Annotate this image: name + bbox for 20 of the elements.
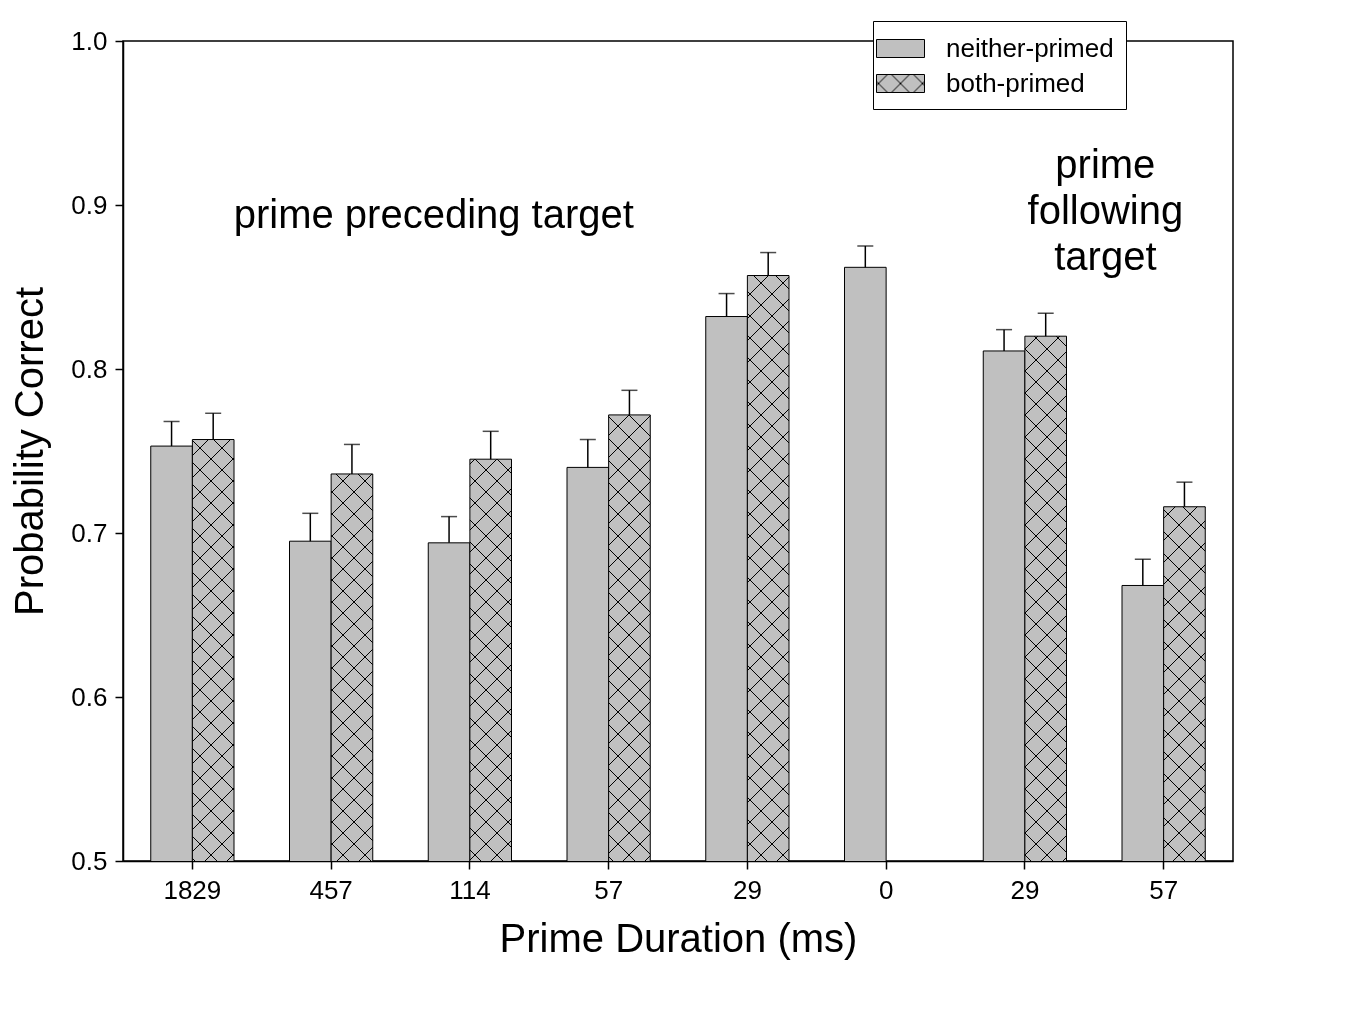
x-tick-label: 57 (1149, 874, 1179, 905)
x-tick-label: 29 (732, 874, 762, 905)
annotation: prime preceding target (233, 192, 634, 236)
x-axis-title: Prime Duration (ms) (499, 915, 858, 960)
y-tick-label: 0.6 (71, 681, 108, 712)
y-axis-title: Probability Correct (7, 286, 52, 617)
x-tick-label: 57 (594, 874, 624, 905)
legend-label: neither-primed (946, 32, 1114, 63)
x-tick-label: 29 (1010, 874, 1040, 905)
y-tick-label: 0.8 (71, 353, 108, 384)
x-tick-label: 114 (449, 874, 491, 905)
y-tick-label: 1.0 (71, 25, 108, 56)
y-tick-label: 0.7 (71, 517, 108, 548)
x-tick-label: 0 (878, 874, 894, 905)
y-tick-label: 0.5 (71, 845, 108, 876)
y-tick-label: 0.9 (71, 189, 108, 220)
x-tick-label: 1829 (163, 874, 222, 905)
annotation: prime following target (1027, 142, 1184, 278)
x-tick-label: 457 (309, 874, 353, 905)
legend-label: both-primed (946, 67, 1085, 98)
